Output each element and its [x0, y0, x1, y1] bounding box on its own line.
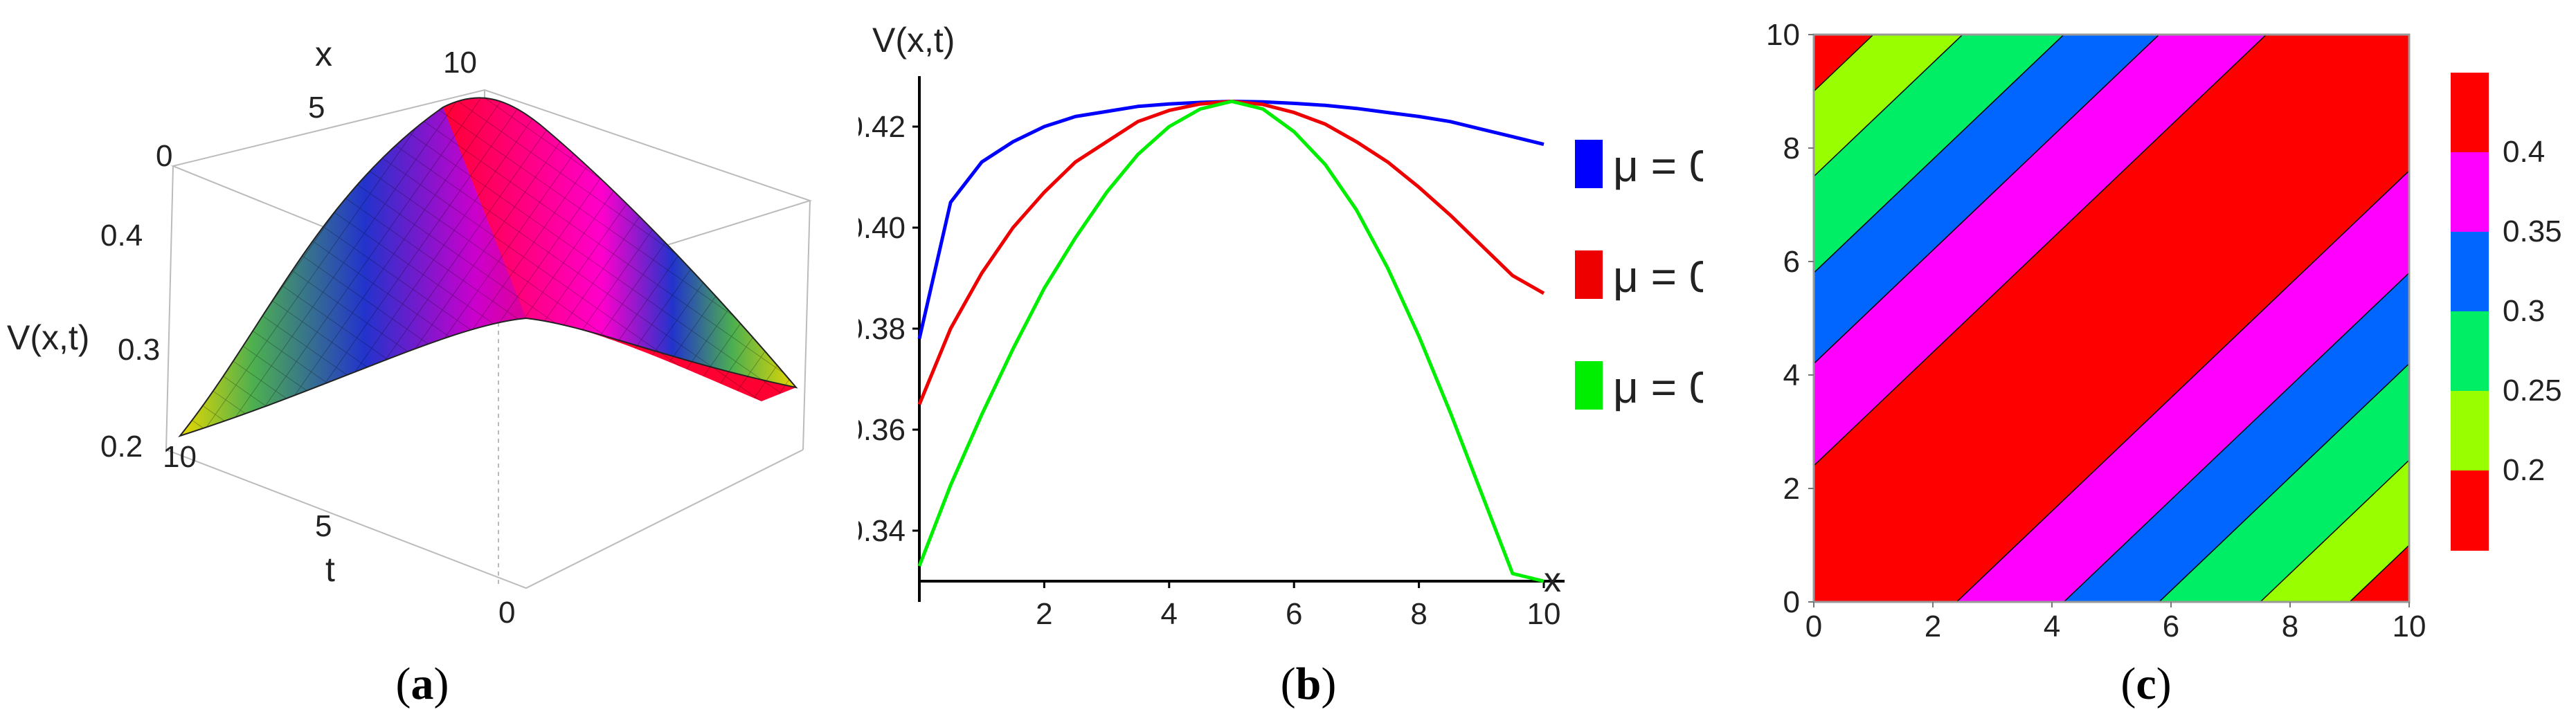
surface-z-tick-0: 0.4: [100, 219, 143, 253]
surface-z-tick-2: 0.2: [100, 430, 143, 464]
colorbar-swatch-1: [2451, 152, 2489, 232]
surface-x-tick-1: 5: [308, 91, 325, 125]
line-x-tick-label: 8: [1410, 597, 1427, 631]
colorbar-swatch-4: [2451, 391, 2489, 471]
contour-x-tick-label: 0: [1805, 610, 1822, 643]
panel-c-contour-plot: 0 2 4 6 8 10 0 2 4 6 8 10 0.4 0.35 0.3 0.25 0.2 (c): [1717, 0, 2576, 723]
contour-y-tick-label: 0: [1783, 585, 1800, 619]
contour-x-tick-label: 8: [2282, 610, 2298, 643]
line-y-tick-label: 0.34: [858, 514, 906, 548]
line-legend: μ = 0.3 μ = 0.7 μ = 0.9: [1575, 140, 1703, 412]
colorbar-label-2: 0.35: [2503, 214, 2562, 248]
surface-mesh: [178, 97, 798, 437]
contour-colorbar: 0.4 0.35 0.3 0.25 0.2: [2451, 73, 2562, 551]
colorbar-swatch-2: [2451, 232, 2489, 312]
legend-swatch-1: [1575, 250, 1603, 299]
contour-y-tick-label: 4: [1783, 358, 1800, 392]
contour-band-lower-1: [2259, 459, 2409, 602]
line-y-tick-label: 0.36: [858, 413, 906, 447]
contour-x-tick-label: 2: [1925, 610, 1941, 643]
surface-t-tick-2: 0: [498, 596, 515, 630]
line-x-axis-title: x: [1544, 560, 1561, 599]
line-y-axis-title: V(x,t): [872, 21, 955, 60]
line-y-tick-label: 0.40: [858, 211, 906, 245]
line-x-tick-label: 2: [1036, 597, 1052, 631]
contour-frame: [1812, 33, 2411, 603]
line-x-tick-label: 6: [1286, 597, 1302, 631]
contour-band-upper-1: [1814, 35, 1964, 178]
contour-x-tick-label: 10: [2393, 610, 2426, 643]
surface-x-tick-0: 0: [156, 139, 172, 173]
legend-label-0: μ = 0.3: [1613, 141, 1703, 191]
panel-a-surface-plot: x 0 5 10 V(x,t) 0.4 0.3 0.2 t 10 5 0 (a): [0, 0, 845, 723]
colorbar-swatch-0: [2451, 73, 2489, 153]
line-y-tick-label: 0.38: [858, 312, 906, 346]
surface-t-axis-title: t: [325, 550, 335, 589]
line-series-2: [917, 100, 1544, 583]
legend-label-1: μ = 0.7: [1613, 252, 1703, 302]
line-axes: 2 4 6 8 10 0.34 0.36 0.38 0.40 0.42: [858, 76, 1565, 631]
colorbar-swatch-5: [2451, 470, 2489, 551]
colorbar-label-1: 0.4: [2503, 135, 2545, 169]
contour-plot-svg: 0 2 4 6 8 10 0 2 4 6 8 10 0.4 0.35 0.3 0.25 0.2 (c): [1766, 18, 2562, 709]
contour-band-lower-0: [2348, 544, 2409, 602]
caption-a: (a): [396, 659, 449, 709]
contour-ticks: 0 2 4 6 8 10 0 2 4 6 8 10: [1766, 18, 2426, 643]
contour-x-tick-label: 6: [2163, 610, 2179, 643]
colorbar-label-3: 0.3: [2503, 294, 2545, 328]
contour-y-tick-label: 10: [1766, 18, 1800, 52]
contour-bands: [1814, 35, 2409, 602]
legend-swatch-2: [1575, 361, 1603, 410]
contour-y-tick-label: 8: [1783, 131, 1800, 165]
surface-t-tick-0: 10: [163, 440, 197, 474]
surface-z-tick-1: 0.3: [118, 333, 160, 367]
contour-y-tick-label: 2: [1783, 472, 1800, 506]
line-series-group: [917, 100, 1545, 583]
legend-label-2: μ = 0.9: [1613, 363, 1703, 412]
caption-c: (c): [2120, 659, 2171, 709]
legend-swatch-0: [1575, 140, 1603, 188]
colorbar-label-5: 0.2: [2503, 453, 2545, 487]
contour-band-upper-0: [1814, 35, 1875, 93]
surface-plot-svg: x 0 5 10 V(x,t) 0.4 0.3 0.2 t 10 5 0 (a): [7, 35, 813, 709]
colorbar-label-4: 0.25: [2503, 374, 2562, 408]
line-x-tick-label: 10: [1527, 597, 1561, 631]
line-x-tick-label: 4: [1161, 597, 1178, 631]
surface-x-axis-title: x: [315, 35, 332, 73]
line-y-tick-label: 0.42: [858, 110, 906, 144]
surface-x-tick-2: 10: [443, 46, 477, 80]
surface-t-tick-1: 5: [315, 509, 332, 543]
surface-z-axis-title: V(x,t): [7, 318, 89, 357]
contour-y-tick-label: 6: [1783, 245, 1800, 279]
colorbar-swatch-3: [2451, 311, 2489, 392]
contour-x-tick-label: 4: [2044, 610, 2060, 643]
caption-b: (b): [1281, 659, 1337, 709]
line-series-0: [917, 100, 1544, 340]
line-series-1: [917, 100, 1545, 405]
